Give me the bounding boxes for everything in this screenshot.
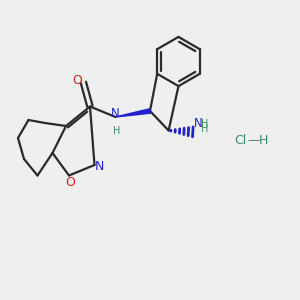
Text: O: O — [72, 74, 82, 87]
Text: H: H — [201, 118, 208, 129]
Text: N: N — [110, 107, 119, 120]
Polygon shape — [116, 109, 150, 117]
Text: N: N — [95, 160, 105, 173]
Text: H: H — [113, 126, 121, 136]
Text: H: H — [201, 124, 208, 134]
Text: N: N — [194, 117, 202, 130]
Text: O: O — [65, 176, 75, 189]
Text: Cl: Cl — [234, 134, 246, 148]
Text: H: H — [259, 134, 268, 148]
Text: —: — — [247, 134, 260, 148]
